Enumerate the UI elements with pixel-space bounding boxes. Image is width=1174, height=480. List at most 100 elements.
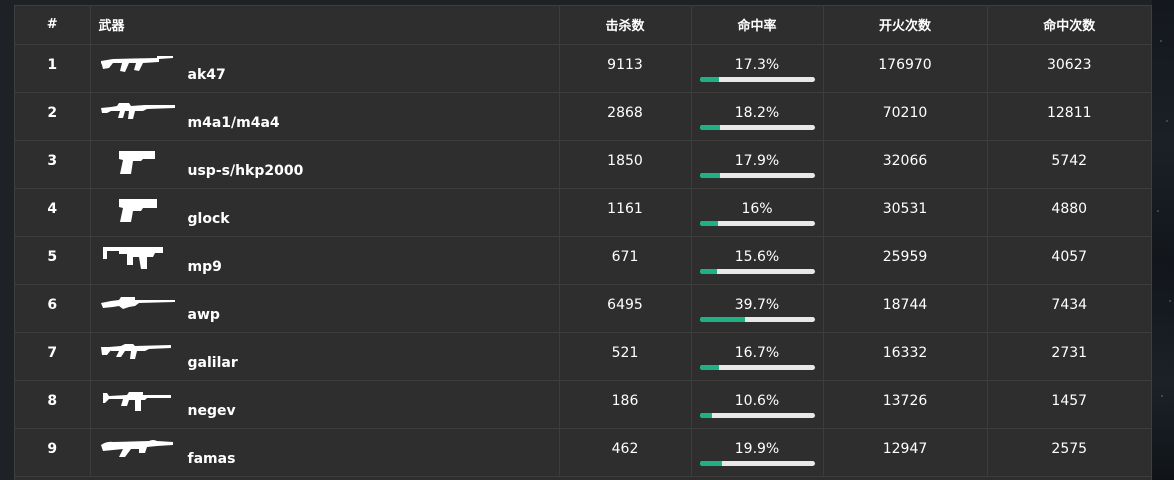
accuracy-bar-fill	[699, 76, 720, 82]
table-row: 9 famas 462 19.9% 12947 2575	[15, 428, 1151, 477]
hits-cell: 12811	[987, 92, 1151, 141]
header-hits[interactable]: 命中次数	[987, 6, 1151, 45]
weapon-cell: mp9	[90, 236, 560, 285]
accuracy-bar	[699, 268, 815, 274]
accuracy-bar	[699, 220, 815, 226]
accuracy-text: 16%	[741, 200, 773, 217]
shots-cell: 12947	[823, 428, 988, 477]
weapon-name: negev	[187, 402, 236, 419]
hits-cell: 7434	[987, 284, 1151, 333]
accuracy-cell: 39.7%	[691, 284, 824, 333]
kills-cell: 1161	[559, 188, 692, 237]
kills-cell: 186	[559, 380, 692, 429]
table-row: 5 mp9 671 15.6% 25959 4057	[15, 236, 1151, 285]
header-kills[interactable]: 击杀数	[559, 6, 692, 45]
table-row: 2 m4a1/m4a4 2868 18.2% 70210 12811	[15, 92, 1151, 141]
shots-cell: 32066	[823, 140, 988, 189]
header-shots[interactable]: 开火次数	[823, 6, 988, 45]
accuracy-bar	[699, 460, 815, 466]
accuracy-bar	[699, 76, 815, 82]
usp-pistol-icon	[118, 150, 155, 174]
rank-cell: 1	[15, 44, 91, 93]
rank-cell: 8	[15, 380, 91, 429]
rank-cell: 3	[15, 140, 91, 189]
accuracy-text: 15.6%	[734, 248, 780, 265]
accuracy-cell: 15.6%	[691, 236, 824, 285]
accuracy-bar	[699, 124, 815, 130]
weapon-cell: usp-s/hkp2000	[90, 140, 560, 189]
kills-cell: 9113	[559, 44, 692, 93]
header-accuracy[interactable]: 命中率	[691, 6, 824, 45]
weapon-cell: famas	[90, 428, 560, 477]
table-row: 1 ak47 9113 17.3% 176970 30623	[15, 44, 1151, 93]
weapon-name: famas	[187, 450, 236, 467]
accuracy-bar-fill	[699, 316, 746, 322]
weapon-name: glock	[187, 210, 230, 227]
kills-cell: 1850	[559, 140, 692, 189]
table-header-row: # 武器 击杀数 命中率 开火次数 命中次数	[15, 6, 1151, 45]
background-art	[1152, 0, 1174, 480]
rank-cell: 4	[15, 188, 91, 237]
accuracy-bar	[699, 172, 815, 178]
weapon-name: mp9	[187, 258, 222, 275]
accuracy-cell: 10.6%	[691, 380, 824, 429]
header-rank: #	[15, 6, 91, 45]
hits-cell: 5742	[987, 140, 1151, 189]
weapon-name: awp	[187, 306, 220, 323]
accuracy-cell: 18.2%	[691, 92, 824, 141]
kills-cell: 462	[559, 428, 692, 477]
rank-cell: 7	[15, 332, 91, 381]
m4a1-rifle-icon	[100, 102, 175, 119]
hits-cell: 4880	[987, 188, 1151, 237]
accuracy-bar-fill	[699, 412, 712, 418]
accuracy-cell: 17.9%	[691, 140, 824, 189]
weapon-stats-table: # 武器 击杀数 命中率 开火次数 命中次数 1 ak47 9113 17.3%…	[15, 6, 1151, 477]
shots-cell: 70210	[823, 92, 988, 141]
galilar-rifle-icon	[100, 343, 171, 359]
accuracy-text: 19.9%	[734, 440, 780, 457]
shots-cell: 25959	[823, 236, 988, 285]
accuracy-cell: 17.3%	[691, 44, 824, 93]
accuracy-bar-fill	[699, 460, 723, 466]
weapon-name: galilar	[187, 354, 238, 371]
hits-cell: 4057	[987, 236, 1151, 285]
rank-cell: 2	[15, 92, 91, 141]
weapon-name: usp-s/hkp2000	[187, 162, 304, 179]
shots-cell: 18744	[823, 284, 988, 333]
accuracy-bar	[699, 412, 815, 418]
weapon-name: m4a1/m4a4	[187, 114, 280, 131]
shots-cell: 176970	[823, 44, 988, 93]
accuracy-bar	[699, 316, 815, 322]
accuracy-text: 17.3%	[734, 56, 780, 73]
hits-cell: 2731	[987, 332, 1151, 381]
accuracy-bar	[699, 364, 815, 370]
accuracy-bar-fill	[699, 364, 719, 370]
table-row: 4 glock 1161 16% 30531 4880	[15, 188, 1151, 237]
accuracy-cell: 16%	[691, 188, 824, 237]
table-row: 3 usp-s/hkp2000 1850 17.9% 32066 5742	[15, 140, 1151, 189]
weapon-stats-panel: # 武器 击杀数 命中率 开火次数 命中次数 1 ak47 9113 17.3%…	[14, 5, 1152, 480]
weapon-cell: m4a1/m4a4	[90, 92, 560, 141]
accuracy-bar-fill	[699, 268, 718, 274]
famas-rifle-icon	[100, 439, 173, 457]
rank-cell: 5	[15, 236, 91, 285]
accuracy-text: 17.9%	[734, 152, 780, 169]
kills-cell: 2868	[559, 92, 692, 141]
weapon-cell: galilar	[90, 332, 560, 381]
weapon-name: ak47	[187, 66, 226, 83]
mp9-smg-icon	[102, 246, 163, 269]
accuracy-cell: 16.7%	[691, 332, 824, 381]
accuracy-bar-fill	[699, 124, 721, 130]
accuracy-text: 39.7%	[734, 296, 780, 313]
table-row: 7 galilar 521 16.7% 16332 2731	[15, 332, 1151, 381]
weapon-cell: glock	[90, 188, 560, 237]
hits-cell: 30623	[987, 44, 1151, 93]
shots-cell: 16332	[823, 332, 988, 381]
rank-cell: 6	[15, 284, 91, 333]
accuracy-text: 16.7%	[734, 344, 780, 361]
weapon-cell: ak47	[90, 44, 560, 93]
hits-cell: 1457	[987, 380, 1151, 429]
accuracy-bar-fill	[699, 220, 718, 226]
accuracy-text: 18.2%	[734, 104, 780, 121]
kills-cell: 6495	[559, 284, 692, 333]
